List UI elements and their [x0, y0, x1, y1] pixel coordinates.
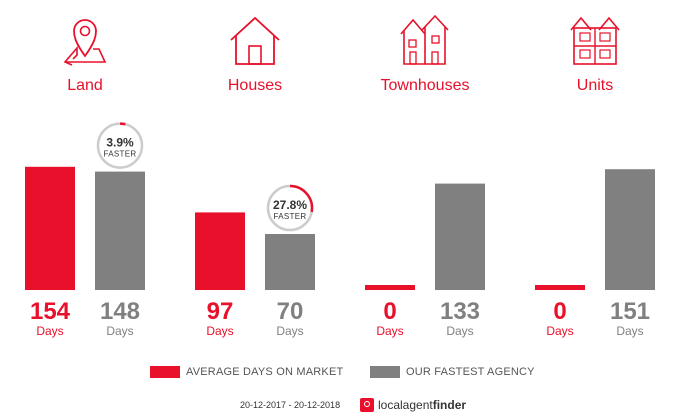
- unit-label-houses-average: Days: [206, 324, 233, 338]
- house-icon: [230, 16, 280, 65]
- badge-label-houses: FASTER: [274, 212, 307, 221]
- faster-badge-houses: 27.8%FASTER: [266, 184, 314, 232]
- value-label-land-average: 154: [30, 298, 71, 325]
- badge-label-land: FASTER: [104, 150, 137, 159]
- value-label-townhouses-fastest: 133: [440, 298, 480, 325]
- bar-houses-fastest: [265, 234, 315, 290]
- legend-label-average: AVERAGE DAYS ON MARKET: [186, 366, 344, 378]
- value-label-units-fastest: 151: [610, 298, 650, 325]
- unit-label-units-average: Days: [546, 324, 573, 338]
- legend-item-fastest: OUR FASTEST AGENCY: [370, 364, 535, 380]
- townhouse-icon: [400, 14, 449, 65]
- unit-label-townhouses-fastest: Days: [446, 324, 473, 338]
- brand-name-part2: finder: [432, 398, 467, 412]
- value-label-land-fastest: 148: [100, 298, 140, 325]
- badge-percent-land: 3.9%: [106, 136, 134, 150]
- value-label-units-average: 0: [553, 298, 566, 325]
- legend-item-average: AVERAGE DAYS ON MARKET: [150, 364, 343, 380]
- unit-label-houses-fastest: Days: [276, 324, 303, 338]
- units-icon: [570, 16, 620, 65]
- legend-swatch-average: [150, 366, 180, 378]
- brand-name-part1: localagent: [378, 398, 433, 412]
- unit-label-townhouses-average: Days: [376, 324, 403, 338]
- category-label-townhouses: Townhouses: [381, 77, 470, 94]
- bar-units-average: [535, 285, 585, 290]
- legend-label-fastest: OUR FASTEST AGENCY: [406, 366, 535, 378]
- bar-townhouses-average: [365, 285, 415, 290]
- map-pin-icon: [63, 19, 107, 66]
- value-label-townhouses-average: 0: [383, 298, 396, 325]
- value-label-houses-average: 97: [207, 298, 234, 325]
- category-label-units: Units: [577, 77, 613, 94]
- bar-land-fastest: [95, 171, 145, 290]
- category-label-houses: Houses: [228, 77, 282, 94]
- category-label-land: Land: [67, 77, 103, 94]
- faster-badge-land: 3.9%FASTER: [96, 122, 144, 169]
- badge-progress-land: [119, 122, 126, 126]
- bar-units-fastest: [605, 169, 655, 290]
- bar-houses-average: [195, 212, 245, 290]
- badge-percent-houses: 27.8%: [273, 198, 307, 212]
- brand-mark-icon: [360, 398, 374, 412]
- date-range: 20-12-2017 - 20-12-2018: [240, 400, 341, 410]
- unit-label-units-fastest: Days: [616, 324, 643, 338]
- legend: AVERAGE DAYS ON MARKET OUR FASTEST AGENC…: [0, 364, 700, 380]
- brand-logo: localagent finder: [360, 398, 466, 412]
- unit-label-land-average: Days: [36, 324, 63, 338]
- bar-townhouses-fastest: [435, 183, 485, 290]
- legend-swatch-fastest: [370, 366, 400, 378]
- badge-progress-houses: [289, 184, 314, 213]
- value-label-houses-fastest: 70: [277, 298, 304, 325]
- bar-land-average: [25, 166, 75, 290]
- unit-label-land-fastest: Days: [106, 324, 133, 338]
- footer: 20-12-2017 - 20-12-2018 localagent finder: [0, 398, 700, 416]
